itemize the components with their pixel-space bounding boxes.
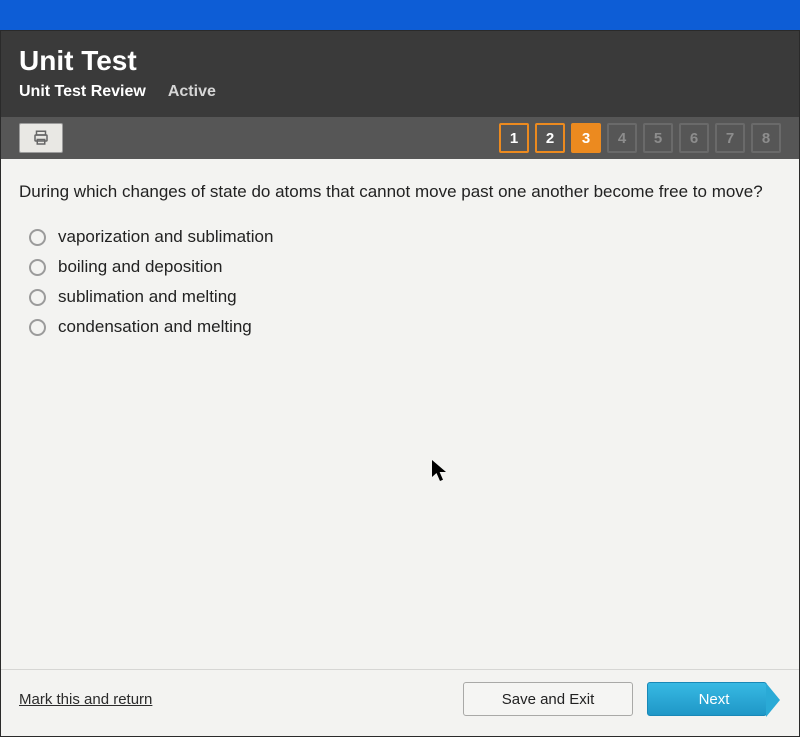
radio-icon	[29, 229, 46, 246]
radio-icon	[29, 259, 46, 276]
next-button[interactable]: Next	[647, 682, 767, 716]
radio-icon	[29, 289, 46, 306]
page-title: Unit Test	[19, 45, 781, 77]
radio-icon	[29, 319, 46, 336]
cursor-icon	[431, 459, 449, 489]
quiz-window: Unit Test Unit Test Review Active 1 2 3 …	[0, 30, 800, 737]
option-label: condensation and melting	[58, 317, 252, 337]
question-prompt: During which changes of state do atoms t…	[19, 181, 779, 203]
print-icon	[31, 129, 51, 147]
question-nav-2[interactable]: 2	[535, 123, 565, 153]
option-c[interactable]: sublimation and melting	[29, 287, 779, 307]
header-tabs: Unit Test Review Active	[19, 83, 781, 111]
footer: Mark this and return Save and Exit Next	[1, 669, 799, 736]
question-nav-5[interactable]: 5	[643, 123, 673, 153]
option-b[interactable]: boiling and deposition	[29, 257, 779, 277]
save-exit-button[interactable]: Save and Exit	[463, 682, 633, 716]
question-nav-8[interactable]: 8	[751, 123, 781, 153]
header: Unit Test Unit Test Review Active	[1, 31, 799, 117]
print-button[interactable]	[19, 123, 63, 153]
tab-active[interactable]: Active	[168, 83, 216, 101]
question-nav: 1 2 3 4 5 6 7 8	[499, 123, 781, 153]
question-area: During which changes of state do atoms t…	[1, 159, 799, 669]
toolbar: 1 2 3 4 5 6 7 8	[1, 117, 799, 159]
question-nav-3[interactable]: 3	[571, 123, 601, 153]
next-button-wrap: Next	[647, 682, 767, 716]
question-nav-6[interactable]: 6	[679, 123, 709, 153]
option-a[interactable]: vaporization and sublimation	[29, 227, 779, 247]
tab-review[interactable]: Unit Test Review	[19, 83, 146, 101]
question-nav-1[interactable]: 1	[499, 123, 529, 153]
question-nav-4[interactable]: 4	[607, 123, 637, 153]
option-label: vaporization and sublimation	[58, 227, 273, 247]
option-label: boiling and deposition	[58, 257, 222, 277]
mark-return-link[interactable]: Mark this and return	[19, 691, 152, 708]
answer-options: vaporization and sublimation boiling and…	[19, 227, 779, 337]
question-nav-7[interactable]: 7	[715, 123, 745, 153]
outer-desktop-strip	[0, 0, 800, 30]
option-label: sublimation and melting	[58, 287, 237, 307]
option-d[interactable]: condensation and melting	[29, 317, 779, 337]
